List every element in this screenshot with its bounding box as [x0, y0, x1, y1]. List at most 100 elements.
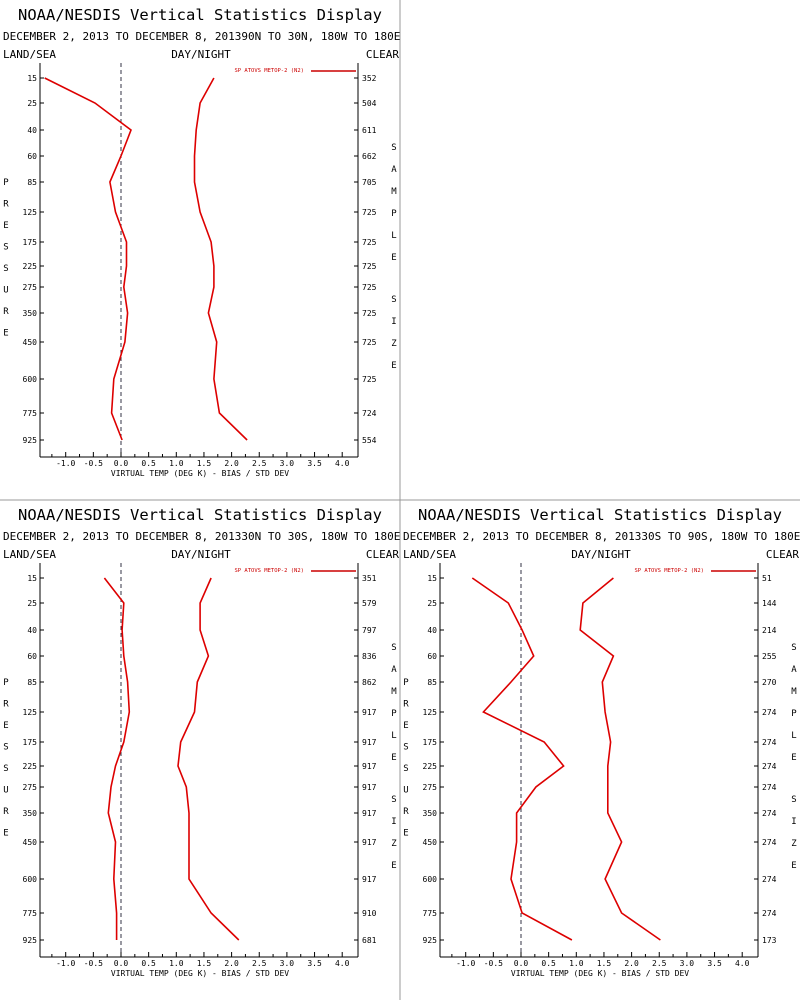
pressure-level-label: 15 — [27, 74, 37, 83]
x-tick-label: -0.5 — [84, 959, 103, 968]
pressure-level-label: 40 — [27, 126, 37, 135]
y-axis-label: P R E S S U R E — [3, 178, 9, 339]
axis-letter: S — [403, 764, 408, 774]
pressure-level-label: 175 — [23, 238, 38, 247]
axis-letter: E — [3, 221, 8, 231]
axis-letter: E — [3, 329, 8, 339]
x-tick-label: 2.5 — [252, 959, 267, 968]
pressure-level-label: 125 — [423, 708, 438, 717]
axis-letter: P — [391, 709, 397, 719]
chart-subtitle: DECEMBER 2, 2013 TO DECEMBER 8, 201330S … — [403, 530, 800, 543]
axis-letter: P — [791, 709, 797, 719]
pressure-level-label: 225 — [23, 762, 38, 771]
x-tick-label: 2.5 — [252, 459, 267, 468]
axis-letter: S — [391, 795, 396, 805]
pressure-level-label: 25 — [27, 599, 37, 608]
x-tick-label: 3.0 — [680, 959, 695, 968]
sample-size-label: 917 — [362, 783, 377, 792]
x-tick-label: -0.5 — [484, 959, 503, 968]
pressure-level-label: 60 — [427, 652, 437, 661]
chart-subtitle: DECEMBER 2, 2013 TO DECEMBER 8, 201330N … — [3, 530, 400, 543]
axis-letter: M — [391, 187, 397, 197]
x-tick-label: 0.5 — [541, 959, 556, 968]
pressure-level-label: 275 — [23, 283, 38, 292]
sample-size-label: 917 — [362, 875, 377, 884]
x-tick-label: 3.5 — [307, 959, 322, 968]
axis-letter: I — [791, 817, 796, 827]
pressure-level-label: 450 — [23, 838, 38, 847]
pressure-level-label: 85 — [27, 678, 37, 687]
pressure-level-label: 25 — [27, 99, 37, 108]
axis-letter: U — [3, 786, 8, 796]
pressure-level-label: 600 — [423, 875, 438, 884]
pressure-level-label: 600 — [23, 875, 38, 884]
axis-letter: P — [3, 178, 9, 188]
sample-size-label: 255 — [762, 652, 777, 661]
axis-letter: E — [403, 721, 408, 731]
x-tick-label: -0.5 — [84, 459, 103, 468]
axis-letter: Z — [791, 839, 797, 849]
pressure-level-label: 450 — [23, 338, 38, 347]
sample-size-label: 611 — [362, 126, 377, 135]
x-tick-label: 1.0 — [169, 459, 184, 468]
pressure-level-label: 85 — [27, 178, 37, 187]
std-dev-line — [579, 577, 661, 941]
pressure-level-label: 600 — [23, 375, 38, 384]
axis-letter: U — [3, 286, 8, 296]
x-tick-label: 0.5 — [141, 459, 156, 468]
sample-size-label: 274 — [762, 838, 777, 847]
x-axis-label: VIRTUAL TEMP (DEG K) - BIAS / STD DEV — [111, 969, 289, 978]
axis-letter: R — [3, 807, 9, 817]
sample-size-label: 725 — [362, 262, 377, 271]
axis-letter: M — [391, 687, 397, 697]
sample-size-label: 725 — [362, 375, 377, 384]
pressure-level-label: 275 — [423, 783, 438, 792]
y2-axis-label: S A M P L E S I Z E — [791, 643, 797, 871]
clear-label: CLEAR — [366, 48, 399, 61]
y-axis-label: P R E S S U R E — [403, 678, 409, 839]
x-tick-label: 3.5 — [307, 459, 322, 468]
legend-label: SP ATOVS METOP-2 (N2) — [234, 68, 304, 74]
chart-title: NOAA/NESDIS Vertical Statistics Display — [18, 6, 382, 24]
sample-size-label: 270 — [762, 678, 777, 687]
std-dev-line — [177, 577, 240, 941]
pressure-level-label: 925 — [23, 436, 38, 445]
axis-letter: E — [791, 753, 796, 763]
sample-size-label: 173 — [762, 936, 777, 945]
axis-letter: E — [791, 861, 796, 871]
pressure-level-label: 15 — [427, 574, 437, 583]
day-night-label: DAY/NIGHT — [171, 48, 231, 61]
pressure-level-label: 225 — [23, 262, 38, 271]
pressure-level-label: 925 — [23, 936, 38, 945]
pressure-level-label: 275 — [23, 783, 38, 792]
sample-size-label: 836 — [362, 652, 377, 661]
chart-subtitle: DECEMBER 2, 2013 TO DECEMBER 8, 201390N … — [3, 30, 400, 43]
sample-size-label: 504 — [362, 99, 377, 108]
pressure-level-label: 125 — [23, 208, 38, 217]
axis-letter: Z — [391, 339, 397, 349]
sample-size-label: 917 — [362, 762, 377, 771]
pressure-level-label: 125 — [23, 708, 38, 717]
clear-label: CLEAR — [366, 548, 399, 561]
sample-size-label: 274 — [762, 909, 777, 918]
x-tick-label: 0.0 — [114, 959, 129, 968]
x-tick-label: 4.0 — [335, 459, 350, 468]
sample-size-label: 705 — [362, 178, 377, 187]
clear-label: CLEAR — [766, 548, 799, 561]
x-tick-label: 2.0 — [624, 959, 639, 968]
day-night-label: DAY/NIGHT — [171, 548, 231, 561]
axis-letter: E — [3, 829, 8, 839]
x-tick-label: 4.0 — [735, 959, 750, 968]
pressure-level-label: 25 — [427, 599, 437, 608]
sample-size-label: 725 — [362, 338, 377, 347]
axis-letter: E — [403, 829, 408, 839]
x-tick-label: 4.0 — [335, 959, 350, 968]
sample-size-label: 725 — [362, 238, 377, 247]
x-tick-label: -1.0 — [56, 459, 75, 468]
x-tick-label: 2.5 — [652, 959, 667, 968]
x-tick-label: -1.0 — [56, 959, 75, 968]
x-axis-label: VIRTUAL TEMP (DEG K) - BIAS / STD DEV — [511, 969, 689, 978]
sample-size-label: 862 — [362, 678, 377, 687]
legend-label: SP ATOVS METOP-2 (N2) — [234, 568, 304, 574]
x-tick-label: 1.5 — [197, 459, 212, 468]
